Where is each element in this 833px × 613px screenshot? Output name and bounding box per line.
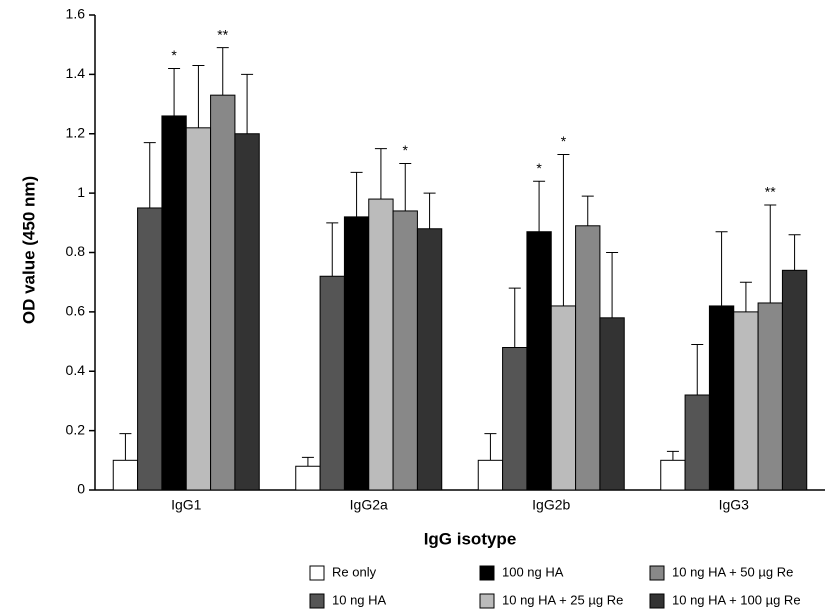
y-tick-label: 1.4 <box>66 65 86 81</box>
error-bar <box>168 67 181 116</box>
error-bar <box>301 456 314 467</box>
y-tick-label: 0 <box>77 481 85 497</box>
significance-mark: * <box>403 142 409 158</box>
legend-swatch <box>649 593 665 609</box>
x-axis-label: IgG isotype <box>424 529 517 548</box>
error-bar <box>606 252 619 318</box>
legend-swatch <box>479 565 495 581</box>
y-tick-label: 1.6 <box>66 6 86 22</box>
significance-mark: * <box>561 133 567 149</box>
x-tick-label: IgG2a <box>350 497 388 513</box>
bar <box>319 275 345 491</box>
bar <box>526 231 552 491</box>
bar <box>660 459 686 491</box>
bar <box>185 127 212 491</box>
error-bar <box>788 234 801 271</box>
bar <box>684 394 710 491</box>
legend-label: 10 ng HA <box>332 592 387 607</box>
error-bar <box>326 222 339 277</box>
x-tick-label: IgG1 <box>171 497 202 513</box>
bar <box>343 216 370 491</box>
legend-label: 10 ng HA + 25 µg Re <box>502 592 623 607</box>
significance-mark: * <box>171 47 177 63</box>
bar <box>502 347 528 491</box>
y-axis-label: OD value (450 nm) <box>19 176 38 324</box>
bar <box>112 459 139 491</box>
bar <box>137 207 163 491</box>
error-bar <box>241 73 254 134</box>
bar <box>210 94 236 491</box>
legend-label: 10 ng HA + 100 µg Re <box>672 592 801 607</box>
error-bar <box>715 231 728 306</box>
bar <box>392 210 418 491</box>
legend-swatch <box>309 565 325 581</box>
legend-swatch <box>479 593 495 609</box>
legend-label: 100 ng HA <box>502 564 564 579</box>
error-bar <box>484 433 497 461</box>
bar <box>295 465 321 491</box>
legend-label: 10 ng HA + 50 µg Re <box>672 564 793 579</box>
bar <box>575 225 601 491</box>
y-tick-label: 1.2 <box>66 124 86 140</box>
significance-mark: * <box>536 160 542 176</box>
y-tick-label: 0.6 <box>66 303 86 319</box>
y-tick-label: 0.4 <box>66 362 86 378</box>
error-bar <box>557 154 570 306</box>
significance-mark: ** <box>765 184 776 200</box>
legend-swatch <box>309 593 325 609</box>
bar <box>781 269 808 491</box>
bar <box>757 302 783 491</box>
bar <box>477 459 504 491</box>
error-bar <box>666 450 679 461</box>
error-bar <box>508 287 521 348</box>
bar <box>550 305 577 491</box>
error-bar <box>423 192 436 229</box>
error-bar <box>350 171 363 217</box>
error-bar <box>691 344 704 395</box>
x-tick-label: IgG2b <box>532 497 570 513</box>
error-bar <box>533 180 546 232</box>
y-tick-label: 0.8 <box>66 243 86 259</box>
error-bar <box>119 433 132 461</box>
bar <box>368 198 394 491</box>
error-bar <box>739 281 752 312</box>
error-bar <box>216 47 229 96</box>
error-bar <box>399 162 412 211</box>
y-tick-label: 0.2 <box>66 421 86 437</box>
bar <box>161 115 187 491</box>
error-bar <box>143 142 156 208</box>
legend-swatch <box>649 565 665 581</box>
error-bar <box>764 204 777 303</box>
x-tick-label: IgG3 <box>719 497 750 513</box>
bar <box>599 317 625 491</box>
legend-label: Re only <box>332 564 377 579</box>
error-bar <box>192 64 205 128</box>
bar <box>234 133 260 491</box>
bar <box>416 228 443 491</box>
error-bar <box>581 195 594 226</box>
y-tick-label: 1 <box>77 184 85 200</box>
bar <box>708 305 735 491</box>
significance-mark: ** <box>217 26 228 42</box>
bar <box>733 311 759 491</box>
error-bar <box>374 148 387 200</box>
